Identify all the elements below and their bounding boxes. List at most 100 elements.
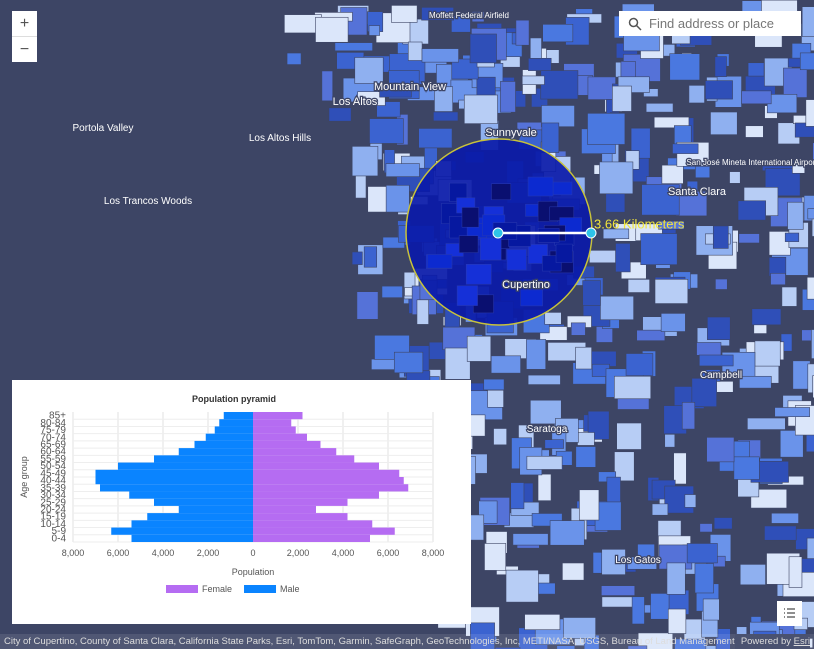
bar xyxy=(253,426,296,434)
bar xyxy=(253,433,307,441)
census-tract xyxy=(673,452,687,485)
y-tick-label: 70-74 xyxy=(40,432,66,443)
census-tract xyxy=(421,7,454,21)
census-tract xyxy=(549,520,585,546)
zoom-in[interactable]: + xyxy=(12,11,37,36)
census-tract xyxy=(741,90,772,105)
bar xyxy=(214,426,253,434)
census-tract xyxy=(461,207,480,228)
bar xyxy=(178,448,253,456)
census-tract xyxy=(661,164,684,184)
census-tract xyxy=(739,564,766,586)
census-tract xyxy=(801,6,814,37)
place-label: Los Altos Hills xyxy=(249,133,311,144)
census-tract xyxy=(667,608,687,634)
census-tract xyxy=(600,295,634,321)
bar xyxy=(253,498,348,506)
census-tract xyxy=(696,342,722,356)
census-tract xyxy=(544,439,564,449)
census-tract xyxy=(483,378,505,391)
census-tract xyxy=(418,128,453,149)
census-tract xyxy=(784,232,800,242)
census-tract xyxy=(515,19,530,46)
census-tract xyxy=(315,16,349,43)
census-tract xyxy=(540,70,579,100)
census-tract xyxy=(512,533,549,546)
census-tract xyxy=(686,543,718,564)
census-tract xyxy=(729,171,741,184)
powered-by: Powered by Esri xyxy=(734,634,810,649)
census-tract xyxy=(627,279,650,293)
place-label: Mountain View xyxy=(374,81,446,93)
census-tract xyxy=(806,537,814,562)
search-icon xyxy=(628,17,642,31)
census-tract xyxy=(555,243,573,263)
census-tract xyxy=(779,430,804,458)
census-tract xyxy=(631,596,645,625)
census-tract xyxy=(658,220,685,230)
census-tract xyxy=(466,335,492,362)
census-tract xyxy=(811,208,814,237)
census-tract xyxy=(469,33,497,64)
bar xyxy=(131,520,253,528)
census-tract xyxy=(385,184,410,213)
census-tract xyxy=(526,339,547,370)
bar xyxy=(194,440,253,449)
census-tract xyxy=(421,48,459,63)
census-tract xyxy=(456,285,478,306)
place-label: Portola Valley xyxy=(73,123,134,134)
esri-link[interactable]: Esri xyxy=(793,636,810,647)
census-tract xyxy=(506,249,527,271)
bar xyxy=(95,469,253,477)
census-tract xyxy=(510,482,525,510)
legend-label: Male xyxy=(280,584,300,594)
place-label: Saratoga xyxy=(527,424,568,435)
census-tract xyxy=(801,329,814,342)
bar xyxy=(129,491,253,499)
census-tract xyxy=(444,347,471,380)
census-tract xyxy=(575,446,597,468)
y-tick-label: 0-4 xyxy=(52,533,67,544)
census-tract xyxy=(458,235,479,253)
census-tract xyxy=(381,285,403,298)
census-tract xyxy=(602,228,630,240)
x-tick-label: 8,000 xyxy=(422,548,445,558)
bar xyxy=(253,477,404,485)
census-tract xyxy=(490,355,521,374)
census-tract xyxy=(698,354,734,367)
census-tract xyxy=(737,200,766,221)
bar xyxy=(253,419,292,427)
place-label: Santa Clara xyxy=(668,186,727,198)
census-tract xyxy=(626,556,657,570)
census-tract xyxy=(542,24,574,43)
census-tract xyxy=(807,208,814,220)
chart: Population pyramid 8,000 6,000 4,000 2,000 0 2… xyxy=(12,380,471,624)
y-tick-label: 15-19 xyxy=(40,512,66,523)
measure-handle xyxy=(492,227,504,239)
zoom-out[interactable]: − xyxy=(12,36,37,62)
y-tick-label: 30-34 xyxy=(40,490,66,501)
census-tract xyxy=(710,111,738,135)
census-tract xyxy=(527,176,554,197)
y-tick-label: 40-44 xyxy=(40,476,66,487)
bar xyxy=(205,433,253,441)
census-tract xyxy=(770,273,786,286)
bar xyxy=(253,534,370,542)
bar xyxy=(253,448,337,456)
census-tract xyxy=(562,562,585,581)
legend-button[interactable] xyxy=(777,601,802,626)
census-tract xyxy=(465,263,492,285)
legend-icon xyxy=(784,608,795,618)
census-tract xyxy=(660,313,686,332)
census-tract xyxy=(521,75,545,85)
census-tract xyxy=(706,437,735,463)
census-tract xyxy=(537,228,560,243)
census-tract xyxy=(783,67,808,98)
legend-swatch xyxy=(244,585,277,593)
search-box[interactable]: Find address or place xyxy=(619,11,801,36)
bar xyxy=(154,498,253,506)
census-tract xyxy=(714,56,727,77)
place-label: Campbell xyxy=(700,370,742,381)
census-tract xyxy=(713,517,733,530)
